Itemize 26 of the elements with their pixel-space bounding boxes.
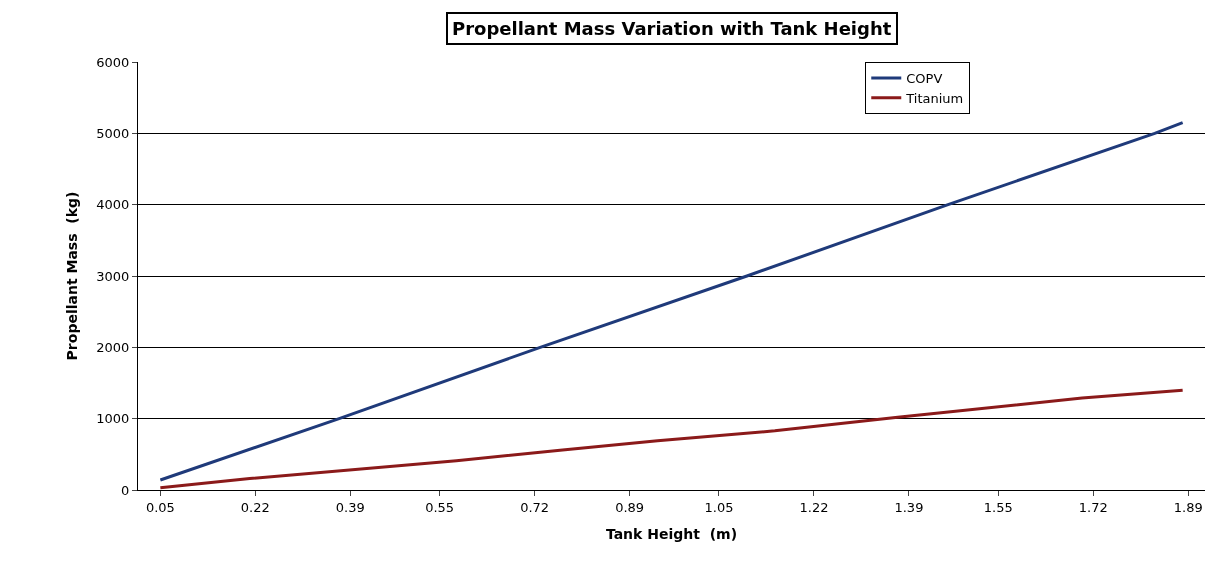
y-tick-label: 6000 [96, 54, 130, 70]
legend-label: Titanium [905, 90, 964, 106]
x-tick-label: 1.05 [704, 499, 734, 515]
line-series [158, 388, 1185, 490]
x-tick-label: 1.89 [1173, 499, 1203, 515]
x-tick-label: 0.39 [335, 499, 365, 515]
y-tick-label: 0 [121, 482, 130, 498]
y-tick-label: 3000 [96, 268, 130, 284]
x-tick-label: 1.39 [894, 499, 924, 515]
x-tick-label: 0.72 [520, 499, 550, 515]
y-tick-label: 4000 [96, 197, 130, 213]
x-tick-label: 1.55 [983, 499, 1013, 515]
chart-title: Propellant Mass Variation with Tank Height [452, 18, 892, 39]
x-tick-label: 0.89 [615, 499, 645, 515]
y-tick-label: 5000 [96, 125, 130, 141]
line-series [158, 121, 1185, 482]
x-tick-label: 0.05 [145, 499, 175, 515]
y-tick-label: 1000 [96, 411, 130, 427]
legend-label: COPV [906, 71, 943, 87]
y-axis-title: Propellant Mass (kg) [63, 191, 80, 361]
x-tick-label: 0.55 [425, 499, 455, 515]
y-tick-label: 2000 [96, 339, 130, 355]
x-tick-label: 0.22 [240, 499, 270, 515]
x-tick-label: 1.22 [799, 499, 829, 515]
x-tick-label: 1.72 [1078, 499, 1108, 515]
x-axis-title: Tank Height (m) [605, 525, 738, 542]
